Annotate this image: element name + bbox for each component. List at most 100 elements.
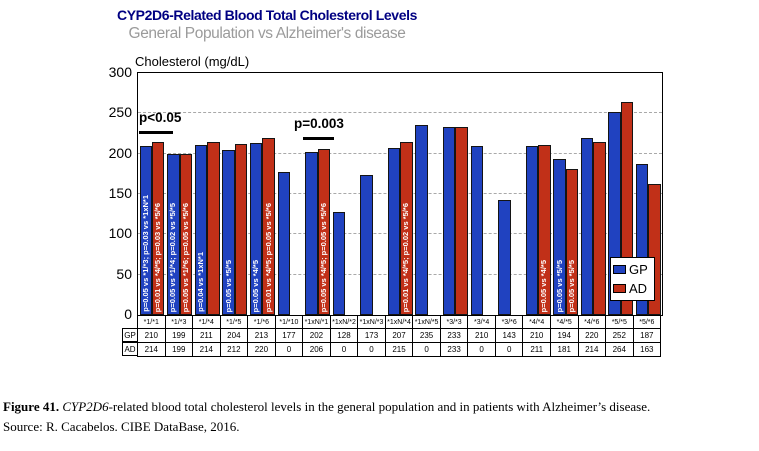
bar-group-*1/*3: p=0.05 vs *1/*4; p=0.02 vs *5/*5 p=0.05 v… xyxy=(166,73,194,315)
table-column-header: *4/*6 xyxy=(579,316,607,328)
bar-gp-*1/*4: p=0.04 vs *1xN*1 xyxy=(194,144,208,315)
table-cell: 220 xyxy=(579,329,607,342)
bar-gp-*1xN/*4 xyxy=(387,148,401,315)
bar-group-*4/*4: p=0.05 vs *4/*5 xyxy=(524,73,552,315)
legend-label: GP xyxy=(629,262,648,277)
table-cell: 202 xyxy=(303,329,331,342)
bar-gp-*4/*6 xyxy=(580,137,594,315)
bar-group-*1xN/*4: p=0.01 vs *4/*5; p=0.02 vs *5/*6 xyxy=(386,73,414,315)
table-cell: 0 xyxy=(331,343,359,356)
bar-group-*1xN/*1: p=0.05 vs *4/*5; p=0.05 vs *5/*6 xyxy=(303,73,331,315)
bar-ad-*1/*5 xyxy=(234,144,248,315)
bar-significance-note: p=0.01 vs *4/*5; p=0.02 vs *5/*6 xyxy=(401,202,411,312)
table-cell: 264 xyxy=(606,343,634,356)
bar-ad-*4/*4: p=0.05 vs *4/*5 xyxy=(538,144,551,315)
table-cell: 207 xyxy=(386,329,414,342)
table-cell: 210 xyxy=(468,329,496,342)
table-cell: 206 xyxy=(303,343,331,356)
y-axis-title: Cholesterol (mg/dL) xyxy=(135,54,250,69)
table-row: GP 210 199 211 204 213 177 202 128 173 207 235 233 21… xyxy=(122,328,662,343)
bar-group-*1/*4: p=0.04 vs *1xN*1 xyxy=(193,73,221,315)
significance-annotation: p<0.05 xyxy=(139,110,182,125)
table-cell: 0 xyxy=(496,343,524,356)
chart-title: CYP2D6-Related Blood Total Cholesterol L… xyxy=(117,7,417,23)
table-column-header: *4/*5 xyxy=(551,316,579,328)
bar-gp-*1/*1: p=0.05 vs *1/*3; p=0.03 vs *1xN*1 xyxy=(139,145,153,315)
y-tick-label: 50 xyxy=(116,265,132,282)
table-cell: 194 xyxy=(551,329,579,342)
significance-underline xyxy=(139,131,173,134)
bar-significance-note: p=0.05 vs *1/*4; p=0.02 vs *5/*5 xyxy=(168,202,178,312)
table-cell: 252 xyxy=(606,329,634,342)
bar-significance-note: p=0.01 vs *4/*5; p=0.03 vs *5/*6 xyxy=(153,202,163,312)
bar-significance-note: p=0.05 vs *4/*5 xyxy=(251,259,261,312)
table-cell: 0 xyxy=(276,343,304,356)
bar-ad-*1/*4 xyxy=(207,142,220,315)
table-column-header: *1/*4 xyxy=(193,316,221,328)
bar-gp-*3/*6 xyxy=(498,199,511,315)
table-cell: 204 xyxy=(221,329,249,342)
bar-group-*1/*6: p=0.05 vs *4/*5 p=0.01 vs *4/*5; p=0.05 v… xyxy=(248,73,276,315)
legend-item-ad: AD xyxy=(613,279,652,298)
bar-gp-*1xN/*5 xyxy=(415,125,428,315)
table-cell: 143 xyxy=(496,329,524,342)
bar-ad-*1xN/*1: p=0.05 vs *4/*5; p=0.05 vs *5/*6 xyxy=(317,148,330,315)
table-cell: 210 xyxy=(138,329,166,342)
figure-caption: Figure 41. CYP2D6-related blood total ch… xyxy=(3,397,757,436)
y-axis-ticks: 0 50 100 150 200 250 300 xyxy=(88,65,132,322)
bar-significance-note: p=0.04 vs *1xN*1 xyxy=(196,252,205,312)
table-cell: 215 xyxy=(386,343,414,356)
table-cell: 177 xyxy=(276,329,304,342)
y-tick-label: 200 xyxy=(108,144,132,161)
table-cell: 181 xyxy=(551,343,579,356)
bar-ad-*4/*5: p=0.05 vs *5/*5 xyxy=(565,169,579,315)
bar-gp-*3/*4 xyxy=(470,145,483,315)
table-cell: 212 xyxy=(221,343,249,356)
bar-group-*3/*3 xyxy=(441,73,469,315)
table-cell: 233 xyxy=(441,343,469,356)
table-cell: 214 xyxy=(138,343,166,356)
table-column-header: *1/*1 xyxy=(138,316,166,328)
bar-gp-*1/*3: p=0.05 vs *1/*4; p=0.02 vs *5/*5 xyxy=(167,154,180,315)
table-cell: 199 xyxy=(166,329,194,342)
bar-significance-note: p=0.05 vs *5/*5 xyxy=(566,259,576,312)
caption-gene: CYP2D6 xyxy=(62,399,109,414)
table-cell: 214 xyxy=(193,343,221,356)
table-cell: 233 xyxy=(441,329,469,342)
table-row-header: AD xyxy=(122,342,138,356)
bar-significance-note: p=0.01 vs *4/*5; p=0.05 vs *5/*6 xyxy=(263,202,273,312)
legend-label: AD xyxy=(629,281,648,296)
bar-significance-note: p=0.05 vs *4/*5 xyxy=(539,259,549,312)
bar-gp-*1/*6: p=0.05 vs *4/*5 xyxy=(249,143,263,315)
table-column-header: *5/*5 xyxy=(606,316,634,328)
table-cell: 214 xyxy=(579,343,607,356)
table-row: AD 214 199 214 212 220 0 206 0 0 215 0 233 0 0 211 181 21… xyxy=(122,342,662,357)
gridline xyxy=(138,112,662,114)
bar-group-*1xN/*3 xyxy=(359,73,387,315)
table-cell: 173 xyxy=(358,329,386,342)
table-cell: 163 xyxy=(634,343,662,356)
y-tick-label: 100 xyxy=(108,225,132,242)
table-column-header: *4/*4 xyxy=(523,316,551,328)
bar-group-*1/*10 xyxy=(276,73,304,315)
table-header-row: *1/*1 *1/*3 *1/*4 *1/*5 *1/*6 *1/*10 *1xN/*1 *1… xyxy=(137,316,662,329)
bar-gp-*1xN/*1 xyxy=(305,152,318,315)
bar-significance-note: p=0.05 vs *1/*3; p=0.03 vs *1xN*1 xyxy=(140,195,150,312)
table-cell: 0 xyxy=(413,343,441,356)
bar-ad-*4/*6 xyxy=(593,142,606,315)
table-column-header: *1xN/*5 xyxy=(413,316,441,328)
bar-significance-note: p=0.05 vs *4/*5; p=0.05 vs *5/*6 xyxy=(318,202,328,312)
table-cell: 211 xyxy=(523,343,551,356)
y-tick-label: 250 xyxy=(108,104,132,121)
bar-group-*4/*6 xyxy=(579,73,607,315)
gp-color-swatch xyxy=(613,265,626,274)
table-column-header: *3/*6 xyxy=(496,316,524,328)
caption-source: Source: R. Cacabelos. CIBE DataBase, 201… xyxy=(3,418,240,434)
bar-group-*3/*4 xyxy=(469,73,497,315)
table-column-header: *5/*6 xyxy=(634,316,662,328)
table-column-header: *3/*3 xyxy=(441,316,469,328)
table-cell: 187 xyxy=(634,329,662,342)
table-column-header: *1/*3 xyxy=(166,316,194,328)
legend-item-gp: GP xyxy=(613,260,652,279)
table-row-header: GP xyxy=(122,328,138,342)
